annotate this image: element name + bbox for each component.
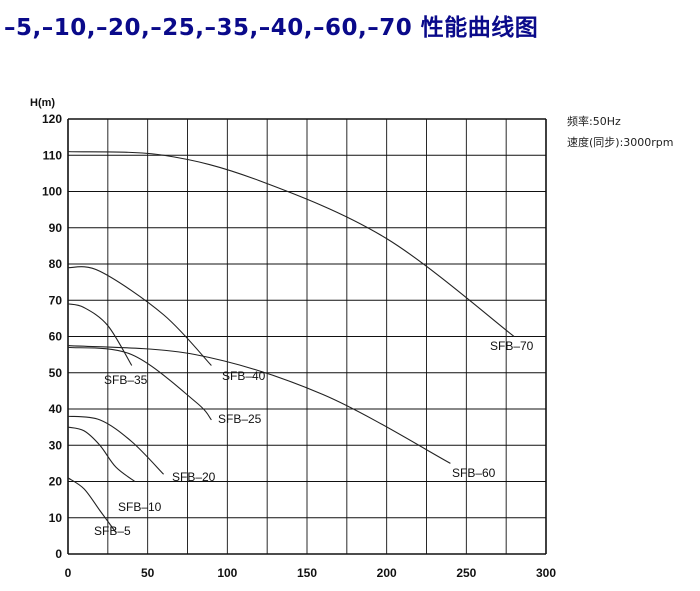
curve-label: SFB–20 <box>172 470 216 484</box>
y-tick-label: 30 <box>49 438 63 452</box>
y-axis-title: H(m) <box>30 97 55 109</box>
curve-sfb-60 <box>67 345 451 464</box>
y-tick-label: 120 <box>42 112 62 126</box>
y-tick-label: 50 <box>49 366 63 380</box>
x-tick-label: 50 <box>141 566 155 580</box>
curve-label: SFB–10 <box>118 500 162 514</box>
curve-label: SFB–25 <box>218 412 262 426</box>
y-tick-label: 40 <box>49 402 63 416</box>
chart-curves <box>67 151 515 533</box>
curve-sfb-25 <box>67 346 212 421</box>
y-tick-label: 70 <box>49 293 63 307</box>
x-tick-label: 0 <box>65 566 72 580</box>
curve-sfb-40 <box>67 266 212 366</box>
x-tick-label: 250 <box>456 566 476 580</box>
x-tick-label: 150 <box>297 566 317 580</box>
y-tick-label: 60 <box>49 330 63 344</box>
page-title: –5,–10,–20,–25,–35,–40,–60,–70 性能曲线图 <box>4 15 539 41</box>
x-tick-label: 100 <box>217 566 237 580</box>
curve-label: SFB–5 <box>94 524 131 538</box>
x-tick-label: 300 <box>536 566 556 580</box>
y-tick-label: 0 <box>55 547 62 561</box>
curve-label: SFB–70 <box>490 339 534 353</box>
curve-label: SFB–40 <box>222 369 266 383</box>
y-tick-label: 80 <box>49 257 63 271</box>
y-tick-label: 10 <box>49 511 63 525</box>
curve-sfb-20 <box>67 415 164 475</box>
y-tick-label: 110 <box>43 148 63 162</box>
chart-grid <box>67 118 547 555</box>
curve-sfb-35 <box>67 303 133 366</box>
curve-sfb-10 <box>67 426 136 482</box>
x-tick-label: 200 <box>377 566 397 580</box>
frequency-note: 频率:50Hz <box>567 115 621 128</box>
chart-tick-labels: 0 50 100 150 200 250 300 0 10 20 30 40 50 60 70 80 90 100… <box>42 112 556 580</box>
curve-sfb-5 <box>67 477 117 533</box>
y-tick-label: 90 <box>49 221 63 235</box>
speed-note: 速度(同步):3000rpm <box>567 136 674 149</box>
y-tick-label: 20 <box>49 475 63 489</box>
chart-curve-labels: SFB–5 SFB–10 SFB–20 SFB–25 SFB–35 SFB–40 SFB–6… <box>94 339 534 538</box>
y-tick-label: 100 <box>42 185 62 199</box>
curve-label: SFB–60 <box>452 466 496 480</box>
curve-label: SFB–35 <box>104 373 148 387</box>
curve-sfb-70 <box>67 151 515 337</box>
